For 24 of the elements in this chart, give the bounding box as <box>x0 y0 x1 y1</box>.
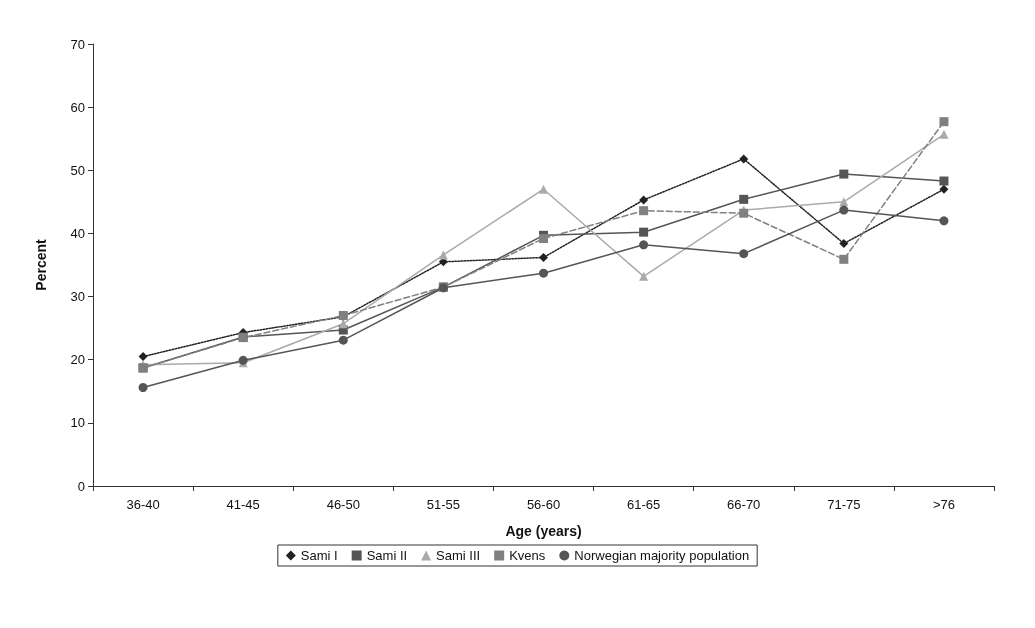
y-tick-label: 10 <box>70 415 85 431</box>
x-tick-label: 46-50 <box>326 497 360 512</box>
x-tick-label: 71-75 <box>827 497 861 512</box>
legend-label: Sami III <box>436 548 481 563</box>
x-axis-title: Age (years) <box>505 523 582 539</box>
x-tick-label: 36-40 <box>126 497 160 512</box>
legend-label: Norwegian majority population <box>574 548 750 563</box>
x-tick-label: 41-45 <box>226 497 260 512</box>
y-tick-label: 70 <box>70 36 85 52</box>
y-tick-label: 60 <box>70 99 85 115</box>
x-tick-label: 66-70 <box>727 497 761 512</box>
x-tick-label: 56-60 <box>526 497 561 512</box>
legend-label: Kvens <box>509 548 546 563</box>
y-tick-label: 30 <box>70 289 85 305</box>
y-axis-title: Percent <box>33 238 49 291</box>
y-tick-label: 0 <box>77 478 85 494</box>
y-tick-label: 40 <box>70 225 85 241</box>
x-tick-label: >76 <box>932 497 955 512</box>
y-tick-label: 50 <box>70 162 85 178</box>
x-tick-label: 61-65 <box>626 497 661 512</box>
legend-label: Sami II <box>366 548 408 563</box>
y-tick-label: 20 <box>70 352 85 368</box>
legend-label: Sami I <box>300 548 338 563</box>
x-tick-label: 51-55 <box>426 497 461 512</box>
